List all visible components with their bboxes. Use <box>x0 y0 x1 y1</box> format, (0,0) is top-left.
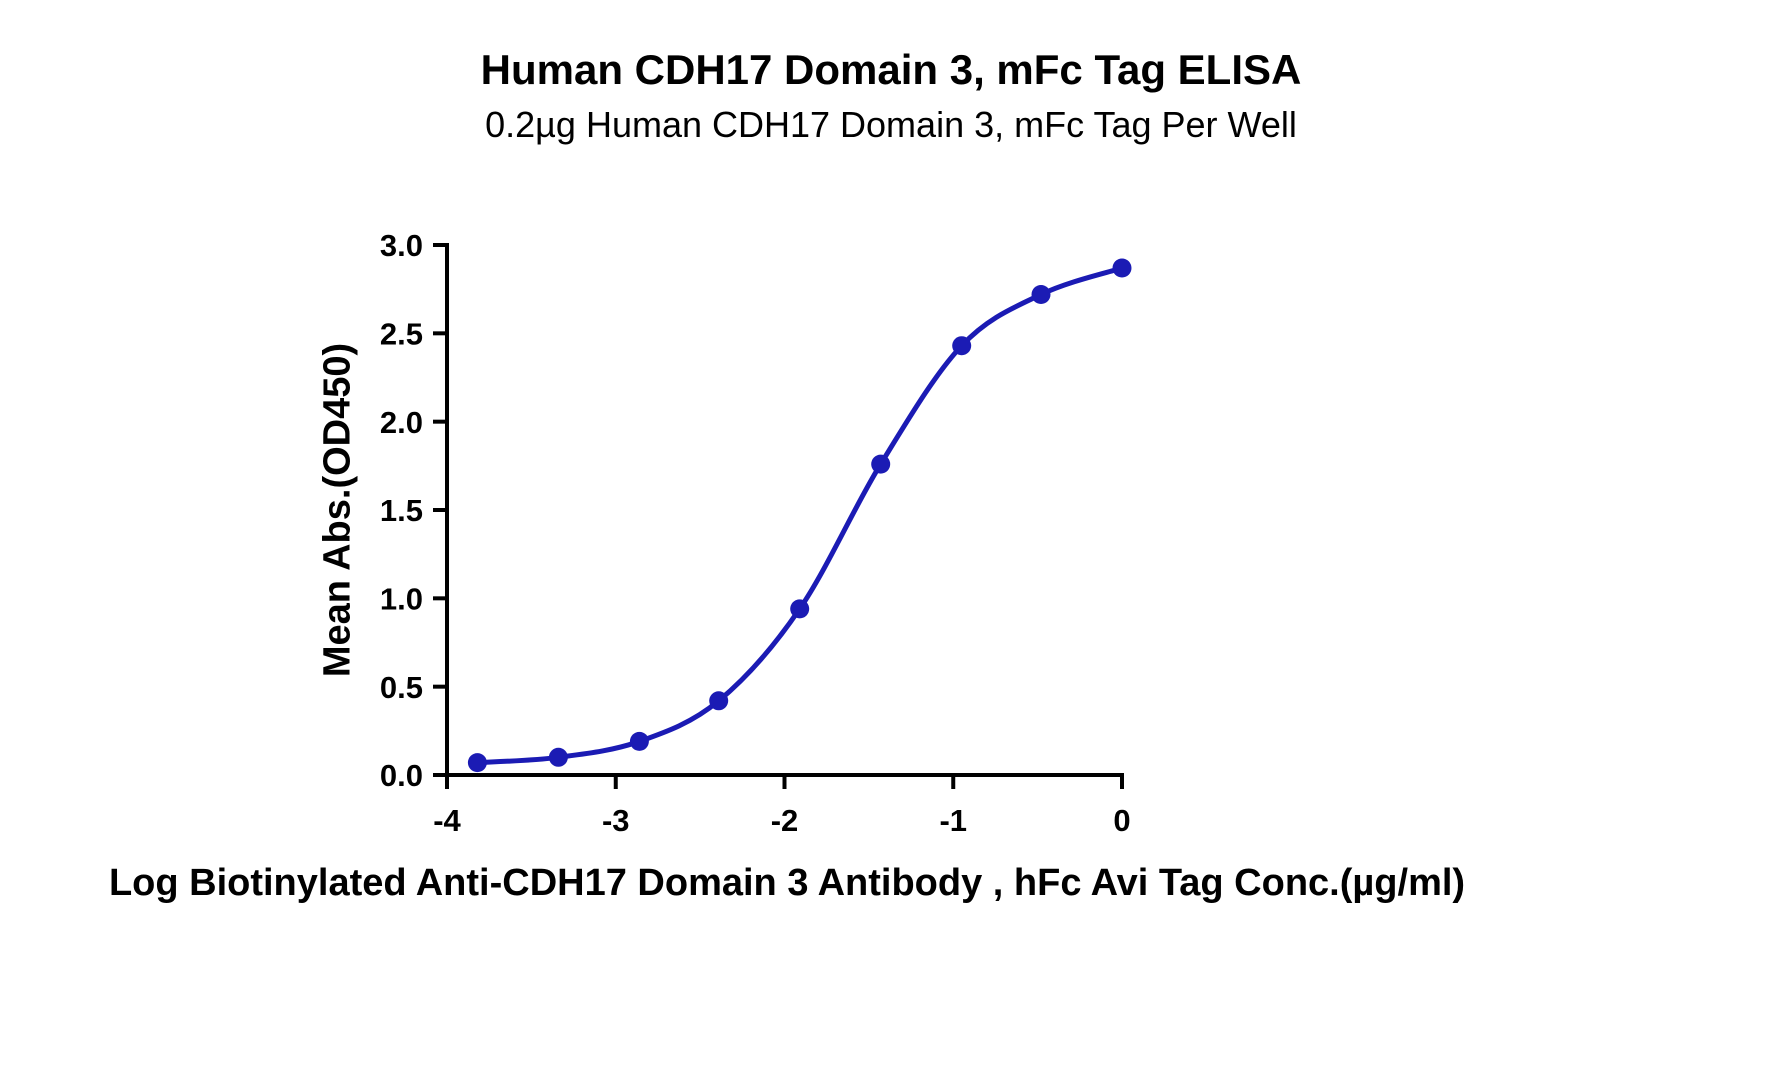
x-axis-label: Log Biotinylated Anti-CDH17 Domain 3 Ant… <box>108 862 1466 904</box>
x-tick-label: -3 <box>602 803 630 838</box>
data-point <box>1031 285 1051 304</box>
x-tick-label: -2 <box>771 803 799 838</box>
chart-title: Human CDH17 Domain 3, mFc Tag ELISA <box>480 46 1302 93</box>
x-tick-label: -4 <box>433 803 461 838</box>
data-point <box>709 691 729 711</box>
y-tick-label: 3.0 <box>380 228 423 263</box>
data-point <box>1112 258 1132 278</box>
data-point <box>790 599 810 619</box>
data-point <box>871 454 891 474</box>
chart-subtitle: 0.2µg Human CDH17 Domain 3, mFc Tag Per … <box>485 104 1297 145</box>
fit-curve <box>474 265 1125 766</box>
y-tick-label: 1.0 <box>380 581 423 616</box>
x-tick-label: 0 <box>1113 803 1130 838</box>
y-tick-label: 1.5 <box>380 493 423 528</box>
x-tick-label: -1 <box>939 803 967 838</box>
y-tick-label: 0.0 <box>380 758 423 793</box>
y-tick-label: 2.5 <box>380 316 423 351</box>
y-tick-label: 2.0 <box>380 405 423 440</box>
data-point <box>952 336 972 356</box>
data-point <box>629 731 649 751</box>
data-point <box>467 753 487 773</box>
y-tick-label: 0.5 <box>380 670 423 705</box>
data-point <box>548 747 568 767</box>
